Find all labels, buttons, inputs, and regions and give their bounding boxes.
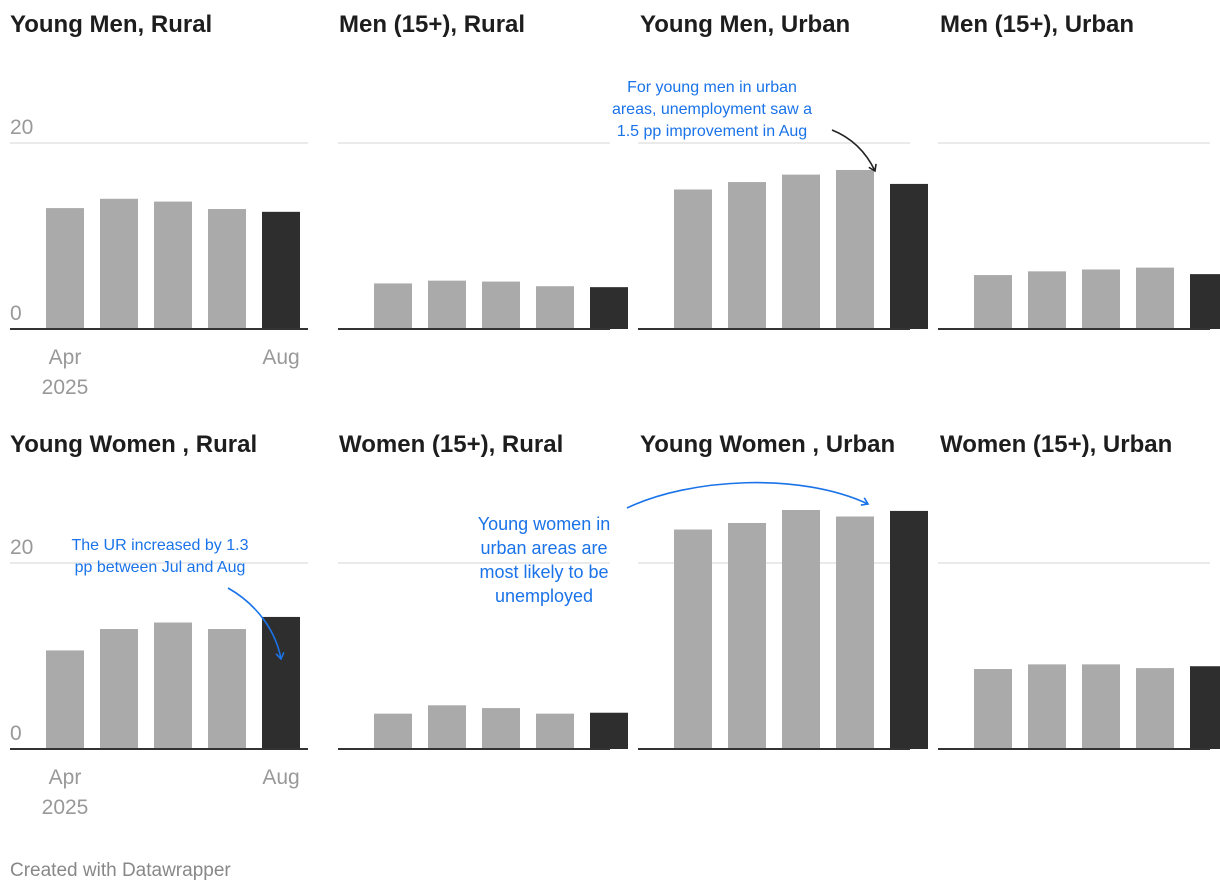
x-tick-label: Apr xyxy=(49,346,82,369)
annotation-arrow-young-men-urban xyxy=(831,129,877,173)
annotation-young-men-urban: 1.5 pp improvement in Aug xyxy=(617,123,807,140)
annotation-young-women-rural: pp between Jul and Aug xyxy=(75,559,246,576)
bar-aug xyxy=(890,510,928,749)
bar-may xyxy=(428,280,466,329)
bar-apr xyxy=(674,189,712,329)
bar-jul xyxy=(836,169,874,329)
bar-may xyxy=(100,198,138,329)
bar-may xyxy=(428,705,466,749)
panel-title-young-men-rural: Young Men, Rural xyxy=(10,11,213,38)
bar-apr xyxy=(974,669,1012,749)
panel-title-men-urban: Men (15+), Urban xyxy=(940,11,1135,38)
bar-aug xyxy=(1190,274,1220,329)
bar-jul xyxy=(1136,267,1174,329)
x-tick-label: Aug xyxy=(262,766,299,789)
annotation-young-men-urban: For young men in urban xyxy=(627,79,797,96)
bar-jul xyxy=(836,516,874,749)
annotation-young-women-urban: urban areas are xyxy=(480,538,607,558)
x-tick-label: Apr xyxy=(49,766,82,789)
bar-jun xyxy=(1082,664,1120,749)
bar-jun xyxy=(1082,269,1120,329)
bar-jul xyxy=(208,629,246,749)
bar-aug xyxy=(890,183,928,329)
annotation-young-women-urban: unemployed xyxy=(495,586,593,606)
annotation-young-women-urban: Young women in xyxy=(478,514,610,534)
annotation-arrow-young-women-rural xyxy=(227,587,285,661)
annotation-young-men-urban: areas, unemployment saw a xyxy=(612,101,812,118)
bar-may xyxy=(100,629,138,749)
x-tick-label: Aug xyxy=(262,346,299,369)
bar-jun xyxy=(154,622,192,749)
panel-title-men-rural: Men (15+), Rural xyxy=(339,11,526,38)
bar-aug xyxy=(262,616,300,749)
panel-title-women-rural: Women (15+), Rural xyxy=(339,431,564,458)
bar-may xyxy=(728,523,766,749)
annotation-young-women-urban: most likely to be xyxy=(479,562,608,582)
bar-jun xyxy=(482,281,520,329)
bar-apr xyxy=(374,283,412,329)
bar-jun xyxy=(782,509,820,749)
panel-title-young-women-urban: Young Women , Urban xyxy=(640,431,896,458)
bar-apr xyxy=(974,275,1012,329)
bar-apr xyxy=(46,208,84,329)
annotation-young-women-rural: The UR increased by 1.3 xyxy=(72,537,249,554)
bar-jun xyxy=(782,174,820,329)
bar-jul xyxy=(536,286,574,329)
bar-may xyxy=(1028,664,1066,749)
annotation-arrow-young-women-urban xyxy=(626,481,870,509)
bar-jul xyxy=(536,713,574,749)
bar-apr xyxy=(674,529,712,749)
bar-jun xyxy=(154,201,192,329)
y-tick-label: 0 xyxy=(10,302,22,325)
bar-aug xyxy=(262,211,300,329)
bar-aug xyxy=(590,712,628,749)
panel-title-young-women-rural: Young Women , Rural xyxy=(10,431,258,458)
footer-credit: Created with Datawrapper xyxy=(10,860,231,881)
y-tick-label: 20 xyxy=(10,536,33,559)
y-tick-label: 20 xyxy=(10,116,33,139)
bar-may xyxy=(1028,271,1066,329)
bar-apr xyxy=(374,713,412,749)
panel-title-women-urban: Women (15+), Urban xyxy=(940,431,1173,458)
y-tick-label: 0 xyxy=(10,722,22,745)
bar-may xyxy=(728,182,766,329)
panel-title-young-men-urban: Young Men, Urban xyxy=(640,11,851,38)
bar-jul xyxy=(1136,668,1174,749)
bar-jul xyxy=(208,209,246,329)
bar-aug xyxy=(590,287,628,329)
x-tick-year: 2025 xyxy=(42,796,89,819)
bar-aug xyxy=(1190,666,1220,749)
x-tick-year: 2025 xyxy=(42,376,89,399)
bar-apr xyxy=(46,650,84,749)
bar-jun xyxy=(482,708,520,749)
